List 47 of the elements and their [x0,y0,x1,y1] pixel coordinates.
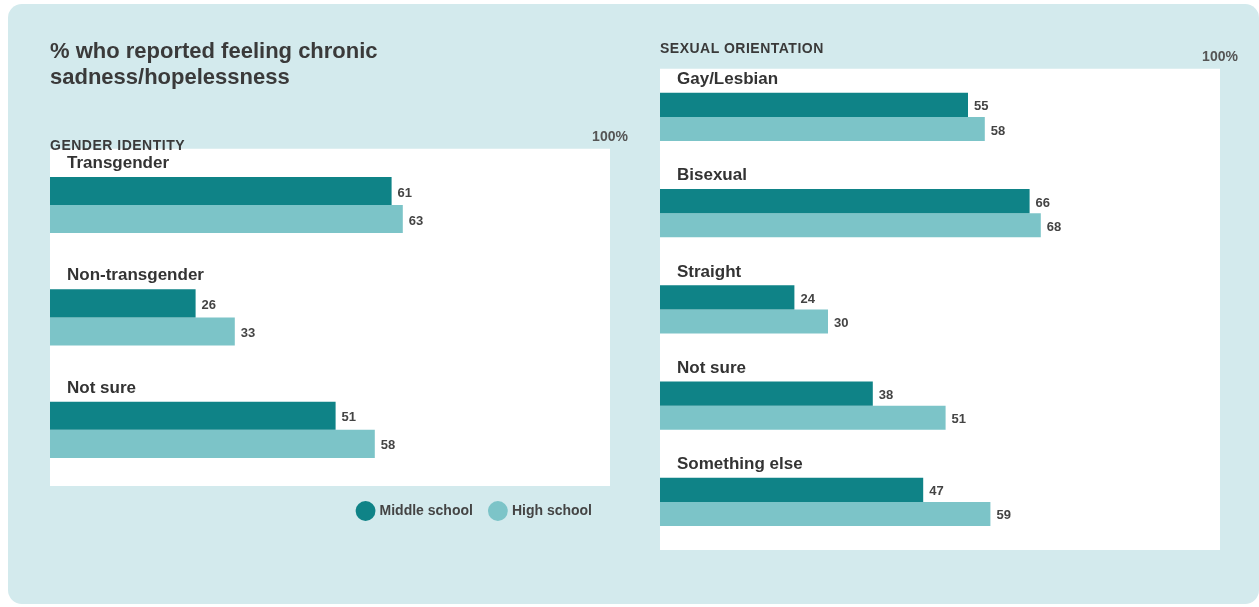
data-label: 55 [974,98,989,114]
data-label: 47 [929,483,944,499]
data-label: 58 [990,122,1006,138]
data-label: 26 [201,296,217,312]
data-label: 63 [408,212,424,228]
y-tick-label: Something else [677,454,803,474]
bar [50,289,196,318]
bar [50,429,375,458]
y-tick-label: Transgender [67,153,170,173]
y-tick-label: Gay/Lesbian [677,69,779,89]
bar [660,285,795,310]
data-label: 59 [996,507,1011,523]
data-label: 66 [1035,194,1051,210]
y-tick-label: Not sure [67,377,136,397]
chart-title: % who reported feeling chronic sadness/hopelessness [50,38,379,90]
bar [660,381,873,406]
legend-label: High school [511,501,593,518]
data-label: 38 [878,387,894,403]
bar [660,477,924,502]
legend-label: Middle school [379,501,473,518]
data-label: 30 [834,315,849,331]
x-tick-label: 100% [1202,48,1239,65]
bar [50,317,235,346]
x-tick-label: 100% [592,128,629,145]
bar [660,116,985,141]
bar [50,401,336,430]
data-label: 33 [240,325,256,341]
chart-title: SEXUAL ORIENTATION [660,40,825,56]
bar [660,213,1041,238]
data-label: 68 [1046,218,1062,234]
data-label: 24 [800,290,816,306]
bar [50,205,403,234]
y-tick-label: Not sure [677,357,746,377]
data-label: 58 [380,437,396,453]
bar [660,405,946,430]
bar [660,309,828,334]
data-label: 61 [397,184,413,200]
chart-subtitle: GENDER IDENTITY [50,137,186,153]
data-label: 51 [341,409,357,425]
data-label: 51 [951,411,967,427]
bar [660,501,991,526]
y-tick-label: Straight [677,261,742,281]
bar [50,176,392,205]
y-tick-label: Non-transgender [67,265,205,285]
bar [660,189,1030,214]
bar [660,92,968,117]
y-tick-label: Bisexual [677,165,747,185]
